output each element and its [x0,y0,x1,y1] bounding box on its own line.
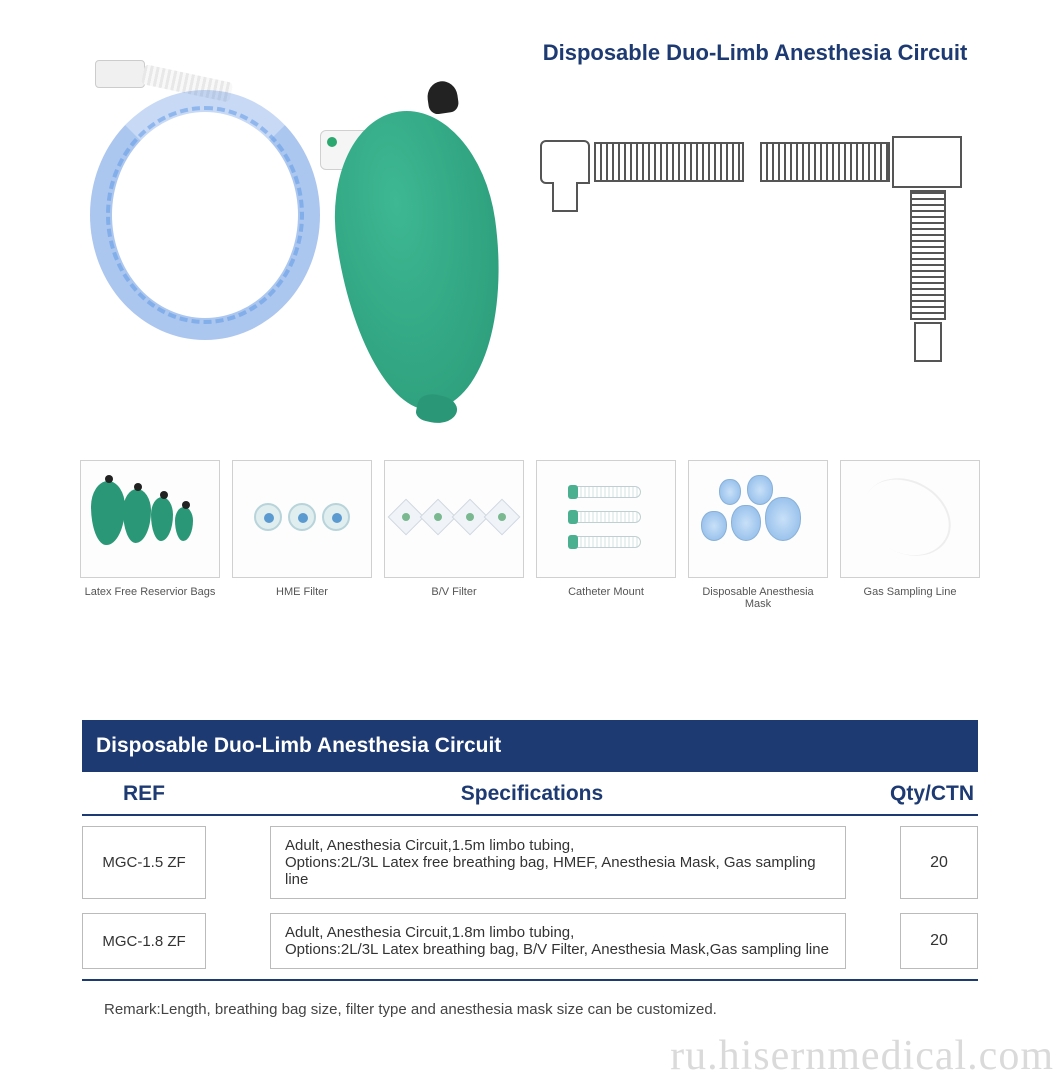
specifications-section: Disposable Duo-Limb Anesthesia Circuit R… [0,720,1060,1018]
right-panel: Disposable Duo-Limb Anesthesia Circuit [530,30,980,430]
thumb-label: Catheter Mount [536,586,676,598]
header-qty: Qty/CTN [858,782,978,806]
spec-row: MGC-1.5 ZF Adult, Anesthesia Circuit,1.5… [82,826,978,899]
thumb-reservoir-bags: Latex Free Reservior Bags [80,460,220,610]
cell-spec: Adult, Anesthesia Circuit,1.8m limbo tub… [270,913,846,969]
watermark: ru.hisernmedical.com [670,1032,1054,1080]
thumb-label: Gas Sampling Line [840,586,980,598]
spec-banner: Disposable Duo-Limb Anesthesia Circuit [82,720,978,772]
spec-line: Adult, Anesthesia Circuit,1.8m limbo tub… [285,924,831,941]
thumb-catheter-mount: Catheter Mount [536,460,676,610]
thumb-hme-filter: HME Filter [232,460,372,610]
header-spec: Specifications [206,782,858,806]
top-section: Disposable Duo-Limb Anesthesia Circuit [0,0,1060,430]
spec-line: Adult, Anesthesia Circuit,1.5m limbo tub… [285,837,831,854]
thumbnail-row: Latex Free Reservior Bags HME Filter B/V… [0,460,1060,610]
hero-product-image [80,30,490,430]
page-title: Disposable Duo-Limb Anesthesia Circuit [530,40,980,66]
cell-qty: 20 [900,913,978,969]
thumb-label: HME Filter [232,586,372,598]
cell-ref: MGC-1.5 ZF [82,826,206,899]
spec-line: Options:2L/3L Latex free breathing bag, … [285,854,831,888]
connector-illustration [95,50,235,95]
reservoir-bag-illustration [320,100,520,419]
spec-line: Options:2L/3L Latex breathing bag, B/V F… [285,941,831,958]
spec-row: MGC-1.8 ZF Adult, Anesthesia Circuit,1.8… [82,913,978,969]
header-ref: REF [82,782,206,806]
remark-text: Remark:Length, breathing bag size, filte… [82,981,978,1018]
circuit-diagram [540,116,970,376]
cell-ref: MGC-1.8 ZF [82,913,206,969]
thumb-gas-sampling-line: Gas Sampling Line [840,460,980,610]
tubing-ring-illustration [90,90,320,340]
cell-spec: Adult, Anesthesia Circuit,1.5m limbo tub… [270,826,846,899]
thumb-label: Latex Free Reservior Bags [80,586,220,598]
cell-qty: 20 [900,826,978,899]
divider [82,814,978,816]
thumb-label: B/V Filter [384,586,524,598]
spec-header-row: REF Specifications Qty/CTN [82,772,978,814]
thumb-label: Disposable Anesthesia Mask [688,586,828,610]
thumb-anesthesia-mask: Disposable Anesthesia Mask [688,460,828,610]
thumb-bv-filter: B/V Filter [384,460,524,610]
